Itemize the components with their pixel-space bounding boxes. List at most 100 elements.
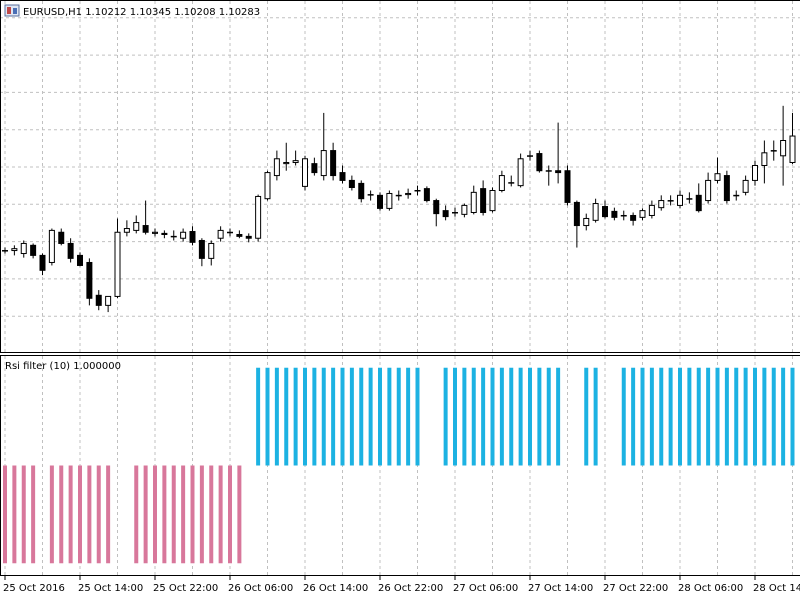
indicator-bar [462, 367, 467, 466]
indicator-bar [49, 465, 54, 564]
indicator-bar [518, 367, 523, 466]
x-tick-label: 28 Oct 06:00 [678, 583, 743, 594]
indicator-bar [303, 367, 307, 466]
candle-body [639, 210, 646, 218]
candle-body [461, 204, 468, 215]
candle-body [695, 194, 702, 212]
indicator-bar [3, 465, 7, 564]
indicator-bar [696, 367, 701, 466]
candle-body [705, 179, 712, 202]
candle-body [39, 254, 46, 271]
candle-body [189, 231, 196, 243]
candle-body [339, 172, 346, 181]
indicator-bar [274, 367, 279, 466]
indicator-bar [256, 367, 261, 466]
x-tick-label: 25 Oct 22:00 [153, 583, 218, 594]
candle-body [667, 200, 674, 202]
indicator-bar [443, 367, 448, 466]
candle-body [133, 222, 140, 231]
candle-body [480, 188, 487, 213]
x-tick-label: 28 Oct 14:00 [753, 583, 800, 594]
indicator-bar [190, 465, 195, 564]
indicator-bar [715, 367, 720, 466]
candle-body [20, 242, 27, 255]
indicator-bar [481, 367, 486, 466]
indicator-bar [415, 367, 420, 466]
indicator-bar [387, 367, 392, 466]
indicator-bar [134, 465, 139, 564]
candle-body [283, 162, 290, 165]
candle-body [105, 295, 112, 306]
indicator-bar [59, 465, 64, 564]
indicator-bar [78, 465, 82, 564]
indicator-bar [734, 367, 739, 466]
x-tick-label: 26 Oct 22:00 [378, 583, 443, 594]
icon-bar [13, 8, 17, 14]
candle-body [367, 194, 374, 196]
candle-body [292, 160, 299, 164]
candle-body [405, 192, 412, 196]
candle-body [142, 225, 149, 233]
indicator-bar [771, 367, 776, 466]
candle-body [742, 179, 749, 193]
indicator-bar [209, 465, 214, 564]
indicator-bar [781, 367, 786, 466]
candle-body [320, 150, 327, 177]
indicator-bar [228, 465, 232, 564]
x-tick-label: 25 Oct 2016 [3, 583, 65, 594]
indicator-bar [106, 465, 111, 564]
candle-body [311, 163, 318, 174]
indicator-bar [12, 465, 17, 564]
indicator-bar [453, 367, 457, 466]
candle-body [536, 153, 543, 172]
indicator-bar [706, 367, 711, 466]
indicator-panel-frame [0, 355, 800, 576]
indicator-bar [396, 367, 401, 466]
candle-body [545, 170, 552, 172]
indicator-bar [153, 465, 157, 564]
x-tick-label: 27 Oct 22:00 [603, 583, 668, 594]
indicator-bar [321, 367, 326, 466]
chart-title: EURUSD,H1 1.10212 1.10345 1.10208 1.1028… [23, 7, 260, 18]
candle-body [770, 150, 777, 152]
candle-body [123, 228, 130, 233]
x-tick-label: 27 Oct 06:00 [453, 583, 518, 594]
candle-body [386, 192, 393, 209]
indicator-bar [790, 367, 795, 466]
indicator-bar [537, 367, 542, 466]
indicator-bar [584, 367, 589, 466]
candle-body [423, 188, 430, 202]
candle-body [564, 170, 571, 203]
candle-body [86, 261, 93, 299]
indicator-bar [359, 367, 364, 466]
candle-body [648, 204, 655, 216]
indicator-bar [490, 367, 495, 466]
candle-body [198, 239, 205, 259]
candle-body [714, 173, 721, 181]
candle-body [611, 210, 618, 218]
main-panel-frame [0, 0, 800, 353]
indicator-bar [293, 367, 298, 466]
indicator-bar [678, 367, 682, 466]
indicator-bar [96, 465, 101, 564]
indicator-bar [31, 465, 36, 564]
candle-body [573, 201, 580, 227]
indicator-bar [556, 367, 561, 466]
candle-body [245, 235, 252, 239]
candle-body [48, 229, 55, 263]
candle-body [236, 234, 243, 237]
indicator-bar [340, 367, 345, 466]
indicator-bar [724, 367, 729, 466]
indicator-bar [509, 367, 514, 466]
candle-body [555, 170, 562, 174]
indicator-bar [265, 367, 270, 466]
candle-body [358, 182, 365, 200]
candle-body [180, 231, 187, 239]
indicator-bar [21, 465, 26, 564]
candle-body [217, 229, 224, 239]
candle-body [273, 158, 280, 177]
indicator-bar [546, 367, 551, 466]
indicator-title: Rsi filter (10) 1.000000 [5, 361, 121, 372]
candle-body [489, 189, 496, 212]
